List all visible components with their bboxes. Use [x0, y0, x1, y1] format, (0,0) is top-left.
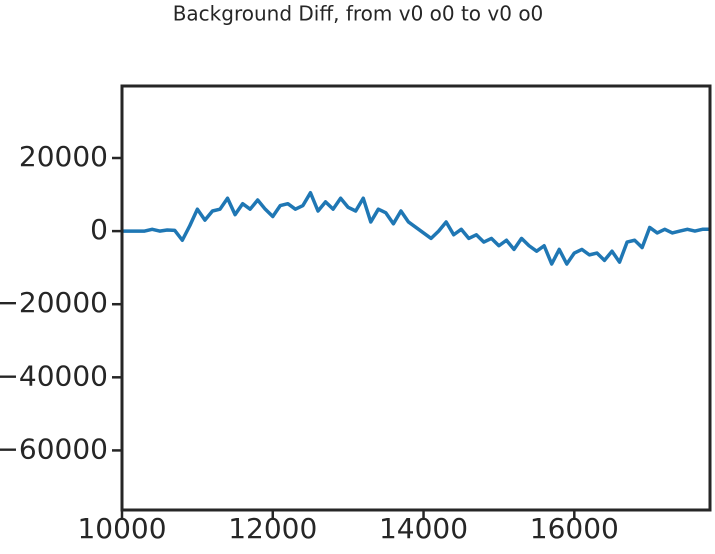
y-tick-label: 0 — [90, 213, 108, 246]
y-tick-label: −60000 — [0, 432, 108, 465]
line-series — [122, 190, 710, 266]
plot-frame — [120, 84, 712, 512]
y-tick-label: −20000 — [0, 286, 108, 319]
x-tick-label: 14000 — [379, 512, 468, 545]
y-tick-label: −40000 — [0, 359, 108, 392]
x-tick-label: 10000 — [77, 512, 166, 545]
x-tick-label: 12000 — [228, 512, 317, 545]
x-tick-label: 16000 — [530, 512, 619, 545]
chart-title: Background Diff, from v0 o0 to v0 o0 — [173, 2, 544, 26]
y-tick-label: 20000 — [19, 140, 108, 173]
